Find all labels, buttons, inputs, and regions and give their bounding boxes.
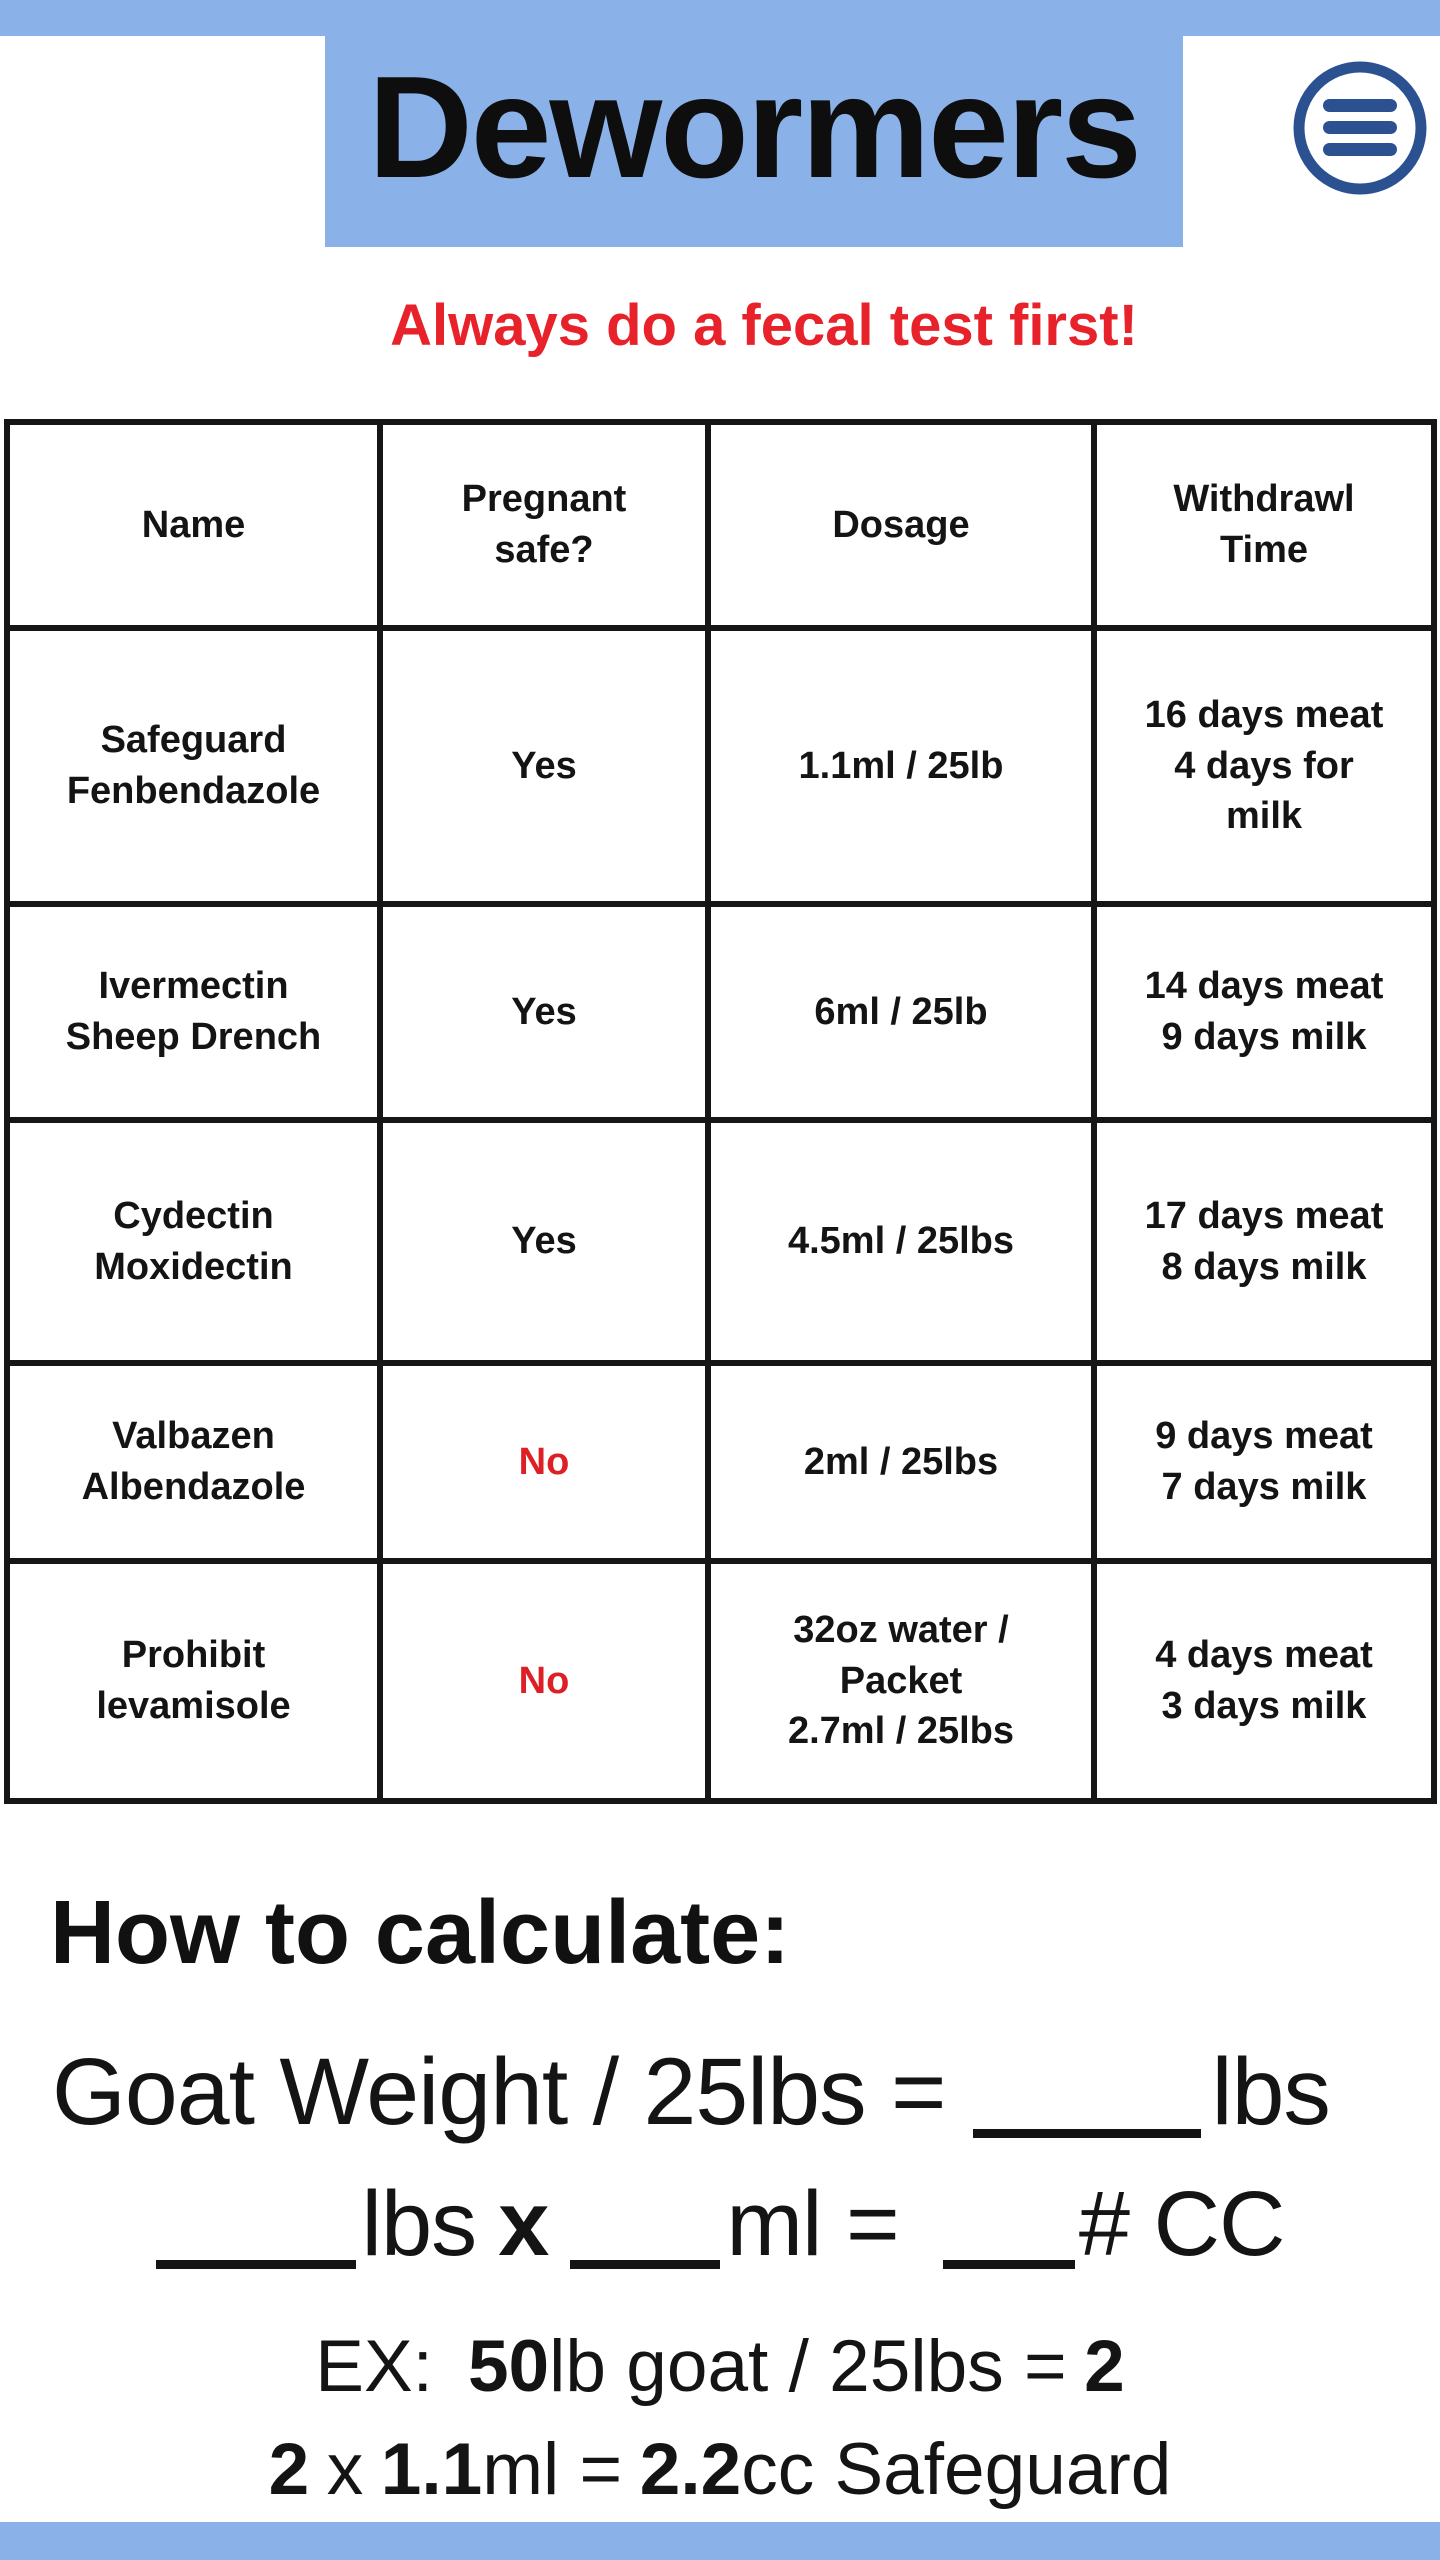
example2-times: x [326, 2429, 364, 2510]
table-row-1-withdrawal: 16 days meat 4 days for milk [1097, 631, 1431, 901]
table-row-4-pregnant-safe: No [383, 1366, 705, 1558]
table-row-5-pregnant-safe: No [383, 1564, 705, 1798]
column-header-withdrawal-time: Withdrawl Time [1097, 425, 1431, 625]
page-title: Dewormers [368, 46, 1142, 208]
table-row-4-name: Valbazen Albendazole [10, 1366, 377, 1558]
table-row-3-name: Cydectin Moxidectin [10, 1123, 377, 1360]
table-row-1-dosage: 1.1ml / 25lb [711, 631, 1091, 901]
blank-line [570, 2259, 721, 2269]
table-row-4-dosage: 2ml / 25lbs [711, 1366, 1091, 1558]
example-weight: 50 [467, 2326, 550, 2407]
hamburger-menu-icon [1293, 61, 1427, 198]
table-row-3-pregnant-safe: Yes [383, 1123, 705, 1360]
table-row-3-withdrawal: 17 days meat 8 days milk [1097, 1123, 1431, 1360]
how-to-calculate-heading: How to calculate: [50, 1883, 791, 1983]
example2-mleq: ml = [482, 2429, 623, 2510]
dewormer-table: Name Pregnant safe? Dosage Withdrawl Tim… [4, 419, 1437, 1804]
table-row-1-pregnant-safe: Yes [383, 631, 705, 901]
example-line-1: EX: 50lb goat / 25lbs = 2 [0, 2325, 1440, 2408]
blank-line [155, 2259, 356, 2269]
table-row-2-name: Ivermectin Sheep Drench [10, 907, 377, 1117]
example2-tail: cc Safeguard [741, 2429, 1172, 2510]
fecal-test-warning: Always do a fecal test first! [390, 293, 1138, 358]
calc-formula-line-2: lbs x ml = # CC [0, 2172, 1440, 2277]
table-row-5-dosage: 32oz water / Packet 2.7ml / 25lbs [711, 1564, 1091, 1798]
table-row-5-name: Prohibit levamisole [10, 1564, 377, 1798]
column-header-dosage: Dosage [711, 425, 1091, 625]
calc-formula-line-1: Goat Weight / 25lbs = lbs [52, 2038, 1331, 2147]
example2-total: 2.2 [639, 2429, 742, 2510]
example-line-2: 2 x 1.1ml = 2.2cc Safeguard [0, 2428, 1440, 2511]
blank-line [942, 2259, 1075, 2269]
calc-line1-prefix: Goat Weight / 25lbs = [52, 2039, 946, 2145]
calc-line2-cc: # CC [1078, 2173, 1286, 2275]
calc-line2-lbs: lbs [361, 2173, 478, 2275]
calc-line2-ml: ml = [726, 2173, 899, 2275]
table-row-1-name: Safeguard Fenbendazole [10, 631, 377, 901]
calc-line2-x: x [498, 2173, 549, 2275]
table-row-2-dosage: 6ml / 25lb [711, 907, 1091, 1117]
example-prefix: EX: [315, 2326, 433, 2407]
bottom-banner-bar [0, 2522, 1440, 2560]
calc-line1-suffix: lbs [1211, 2039, 1330, 2145]
column-header-pregnant-safe: Pregnant safe? [383, 425, 705, 625]
example2-dose: 1.1 [380, 2429, 483, 2510]
blank-line [973, 2128, 1202, 2138]
menu-button[interactable] [1293, 61, 1427, 195]
table-row-2-withdrawal: 14 days meat 9 days milk [1097, 907, 1431, 1117]
title-banner: Dewormers [325, 0, 1183, 247]
table-row-2-pregnant-safe: Yes [383, 907, 705, 1117]
table-row-4-withdrawal: 9 days meat 7 days milk [1097, 1366, 1431, 1558]
table-row-3-dosage: 4.5ml / 25lbs [711, 1123, 1091, 1360]
example2-factor: 2 [268, 2429, 310, 2510]
example-result: 2 [1084, 2326, 1125, 2407]
column-header-name: Name [10, 425, 377, 625]
example-mid: lb goat / 25lbs = [549, 2326, 1067, 2407]
table-row-5-withdrawal: 4 days meat 3 days milk [1097, 1564, 1431, 1798]
